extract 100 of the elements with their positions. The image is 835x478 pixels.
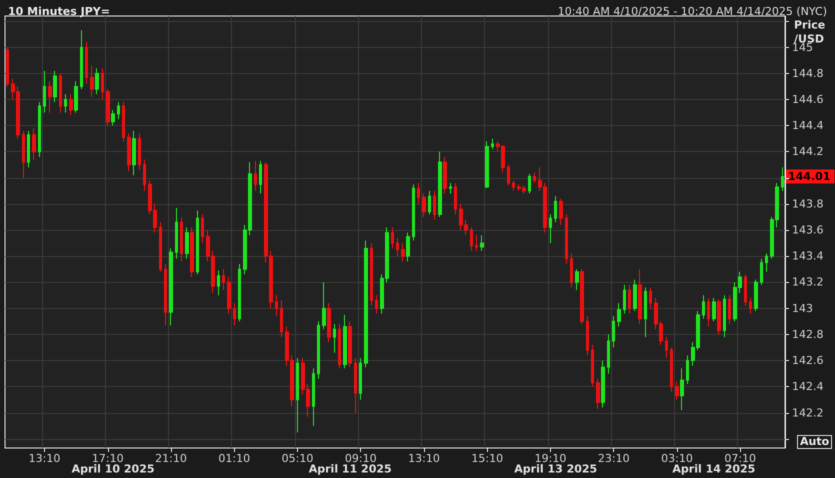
candlestick [644, 286, 647, 338]
candlestick [781, 166, 784, 192]
candlestick [533, 172, 536, 184]
candlestick [491, 138, 494, 150]
candlestick [101, 68, 104, 100]
candlestick [412, 184, 415, 241]
candlestick [586, 316, 589, 356]
x-tick-label: 01:10 [218, 452, 250, 465]
candlestick [159, 222, 162, 272]
candlestick [370, 242, 373, 306]
x-tick-label: 13:10 [28, 452, 60, 465]
candlestick [85, 42, 88, 84]
x-tick-label: 09:10 [344, 452, 377, 465]
candlestick [454, 182, 457, 215]
candlestick [649, 286, 652, 309]
x-tick-label: 05:10 [282, 452, 314, 465]
candlestick [680, 368, 684, 411]
candlestick [449, 182, 452, 194]
candlestick [201, 214, 204, 244]
x-tick-label: 23:10 [598, 452, 630, 465]
candlestick [417, 182, 420, 204]
candlestick [143, 159, 146, 192]
candlestick [749, 297, 752, 314]
y-tick-label: 143 [792, 302, 813, 315]
y-tick-label: 142.6 [792, 354, 824, 368]
y-tick-label: 144.4 [792, 119, 824, 132]
candlestick [280, 300, 283, 338]
y-tick-label: 143.4 [792, 250, 824, 263]
candlestick [43, 70, 46, 114]
candlestick [596, 378, 600, 410]
candlestick [528, 173, 531, 194]
candlestick [601, 360, 605, 408]
candlestick [702, 294, 705, 320]
x-tick-label: 17:10 [92, 452, 124, 465]
candlestick [254, 160, 257, 192]
candlestick [396, 237, 399, 257]
candlestick [470, 226, 473, 252]
auto-button: Auto [797, 435, 832, 449]
text: April 10 2025 [72, 462, 155, 476]
candlestick [754, 279, 758, 312]
text: April 13 2025 [514, 462, 598, 476]
candlestick [111, 109, 115, 126]
candlestick [69, 94, 73, 116]
candlestick [359, 357, 362, 400]
candlestick [327, 302, 331, 343]
candlestick [607, 334, 610, 374]
candlestick [507, 164, 510, 186]
chart-subtitle: 10:40 AM 4/10/2025 - 10:20 AM 4/14/2025 (NYC) [558, 5, 828, 18]
candlestick [238, 263, 241, 322]
candlestick [169, 248, 173, 326]
y-tick-label: 142.8 [792, 328, 824, 341]
candlestick [117, 102, 120, 120]
y-tick-label: 143.2 [792, 276, 824, 289]
candlestick [233, 302, 236, 326]
candlestick [638, 268, 642, 325]
candlestick [580, 268, 584, 325]
candlestick [132, 130, 136, 176]
text: 144.01 [788, 170, 830, 184]
candlestick [375, 294, 378, 314]
candlestick [64, 94, 67, 114]
candlestick [338, 324, 341, 369]
candlestick [22, 130, 25, 178]
candlestick [549, 214, 552, 244]
candlestick [628, 284, 631, 314]
candlestick [433, 190, 436, 220]
candlestick [670, 347, 673, 392]
candlestick [127, 132, 131, 172]
candlestick [343, 314, 347, 369]
candlestick [275, 294, 278, 317]
candlestick [106, 88, 110, 126]
x-tick-label: 21:10 [155, 452, 187, 465]
candlestick [475, 234, 478, 252]
candlestick [364, 240, 368, 368]
candlestick [296, 357, 299, 433]
y-tick-label: 143.8 [792, 197, 824, 210]
candlestick [312, 368, 315, 426]
candlestick [728, 294, 731, 325]
candlestick [565, 214, 568, 264]
candlestick [259, 160, 262, 194]
x-tick-label: 13:10 [408, 452, 440, 465]
candlestick [480, 234, 484, 252]
candlestick [317, 320, 320, 380]
candlestick [438, 151, 442, 218]
candlestick [717, 298, 721, 335]
candlestick [686, 354, 689, 385]
candlestick [333, 324, 336, 354]
y-tick-label: 142.2 [792, 406, 824, 420]
candlestick [348, 320, 352, 368]
x-tick-label: 03:10 [661, 452, 693, 465]
candlestick [575, 268, 579, 291]
candlestick [90, 65, 94, 98]
text: April 14 2025 [672, 462, 756, 476]
candlestick [48, 80, 52, 114]
candlestick [391, 226, 394, 249]
candlestick [175, 207, 178, 260]
y-tick-label: 144.6 [792, 93, 824, 106]
y-tick-label: 144.2 [792, 145, 824, 158]
candlestick [27, 130, 30, 168]
x-tick-label: 19:10 [534, 452, 566, 465]
y-tick-label: 142.4 [792, 380, 824, 394]
